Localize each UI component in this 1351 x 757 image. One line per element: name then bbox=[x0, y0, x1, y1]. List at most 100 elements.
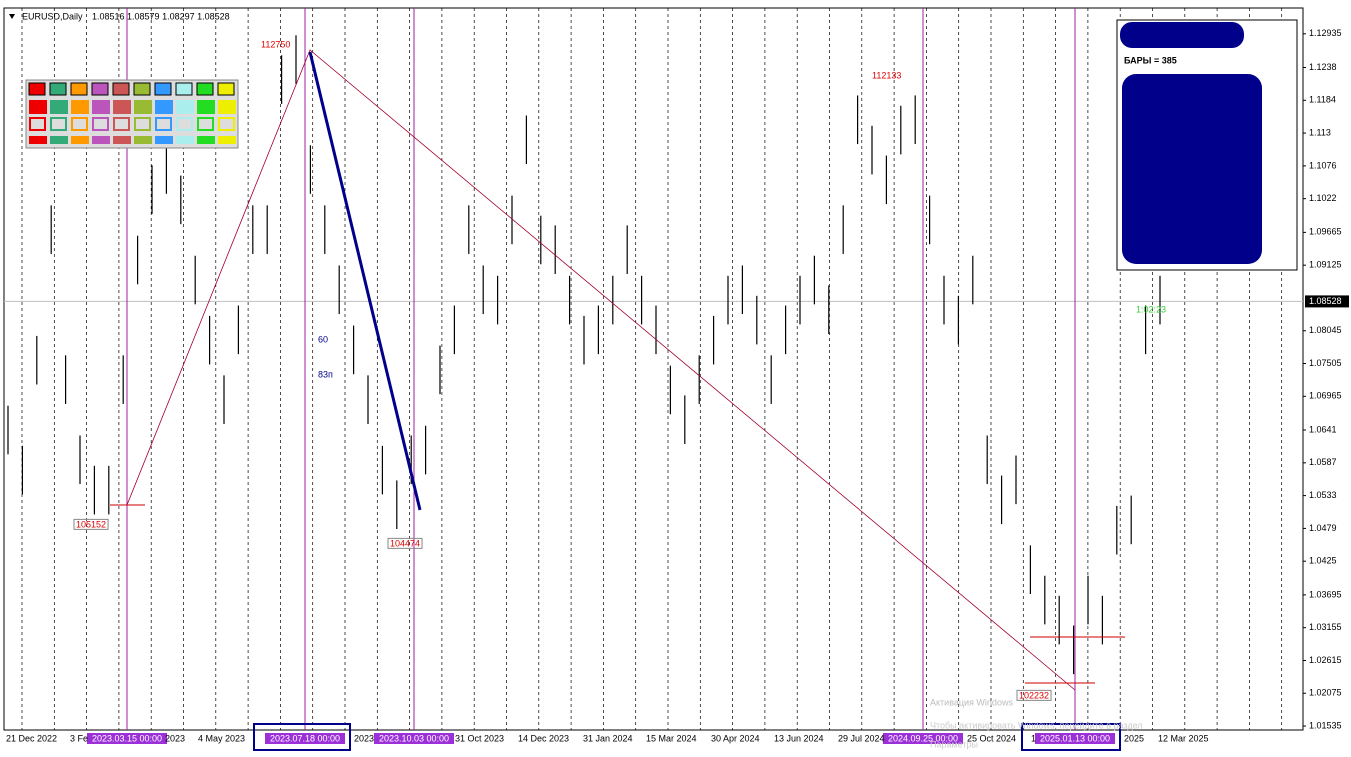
swatch bbox=[113, 117, 130, 131]
swatch bbox=[218, 136, 236, 144]
swatch bbox=[197, 100, 215, 114]
swatch bbox=[50, 117, 67, 131]
swatch bbox=[134, 136, 152, 144]
y-tick-label: 1.113 bbox=[1309, 127, 1331, 137]
redaction bbox=[1120, 22, 1244, 48]
marker-date-box bbox=[1035, 733, 1115, 744]
annotation: 83п bbox=[318, 369, 333, 379]
swatch bbox=[197, 117, 214, 131]
marker-date: 2023.10.03 00:00 bbox=[379, 733, 449, 743]
marker-date: 2023.07.18 00:00 bbox=[270, 733, 340, 743]
watermark-title: Активация Windows bbox=[930, 697, 1013, 707]
symbol: EURUSD,Daily bbox=[22, 11, 83, 21]
marker-date-box bbox=[374, 733, 454, 744]
y-tick-label: 1.12935 bbox=[1309, 28, 1342, 38]
marker-date-box bbox=[265, 733, 345, 744]
swatch bbox=[71, 117, 88, 131]
swatch bbox=[218, 100, 236, 114]
y-tick-label: 1.0479 bbox=[1309, 523, 1337, 533]
swatch bbox=[91, 82, 109, 96]
swatch bbox=[175, 82, 193, 96]
y-tick-label: 1.07505 bbox=[1309, 358, 1342, 368]
swatch bbox=[29, 136, 47, 144]
swatch bbox=[28, 82, 46, 96]
highlight-frame bbox=[253, 723, 351, 751]
watermark-line: Чтобы активировать Windows, перейдите в … bbox=[930, 720, 1143, 730]
y-tick-label: 1.0641 bbox=[1309, 424, 1337, 434]
swatch bbox=[50, 136, 68, 144]
trend-line bbox=[308, 51, 422, 511]
marker-date: 2023.03.15 00:00 bbox=[92, 733, 162, 743]
swatch bbox=[176, 117, 193, 131]
x-tick-label: 14 Dec 2023 bbox=[518, 733, 569, 743]
x-tick-label: 2023 bbox=[165, 733, 185, 743]
marker-date: 2024.09.25 00:00 bbox=[888, 733, 958, 743]
marker-date: 2025.01.13 00:00 bbox=[1040, 733, 1110, 743]
swatch bbox=[154, 82, 172, 96]
highlight-frame bbox=[1021, 723, 1121, 751]
x-tick-label: 31 Oct 2023 bbox=[455, 733, 504, 743]
swatch bbox=[218, 117, 235, 131]
swatch bbox=[71, 100, 89, 114]
y-tick-label: 1.0533 bbox=[1309, 490, 1337, 500]
annotation-box bbox=[73, 518, 109, 530]
swatch bbox=[92, 136, 110, 144]
annotation: 60 bbox=[318, 334, 328, 344]
annotation: 104474 bbox=[390, 538, 420, 548]
swatch bbox=[217, 82, 235, 96]
swatch bbox=[134, 117, 151, 131]
x-tick-label: 2023 bbox=[354, 733, 374, 743]
x-tick-label: 2025 bbox=[1124, 733, 1144, 743]
swatch bbox=[29, 117, 46, 131]
swatch bbox=[196, 82, 214, 96]
swatch bbox=[70, 82, 88, 96]
swatch bbox=[92, 100, 110, 114]
y-tick-label: 1.1238 bbox=[1309, 62, 1337, 72]
x-tick-label: 25 Oct 2024 bbox=[967, 733, 1016, 743]
annotation: 1:02:23 bbox=[1136, 304, 1166, 314]
zigzag bbox=[126, 49, 1076, 691]
y-tick-label: 1.06965 bbox=[1309, 391, 1342, 401]
swatch bbox=[92, 117, 109, 131]
annotation: 112133 bbox=[872, 70, 901, 80]
x-tick-label: 30 Apr 2024 bbox=[711, 733, 760, 743]
y-tick-label: 1.03155 bbox=[1309, 622, 1342, 632]
annotation-box bbox=[387, 537, 423, 549]
current-price-label: 1.08528 bbox=[1309, 296, 1342, 306]
color-palette bbox=[25, 79, 239, 149]
y-tick-label: 1.03695 bbox=[1309, 589, 1342, 599]
swatch bbox=[113, 136, 131, 144]
y-tick-label: 1.0425 bbox=[1309, 556, 1337, 566]
watermark-line: Параметры bbox=[930, 739, 978, 749]
y-tick-label: 1.02075 bbox=[1309, 688, 1342, 698]
x-tick-label: 3 Fe bbox=[70, 733, 88, 743]
swatch bbox=[197, 136, 215, 144]
swatch bbox=[49, 82, 67, 96]
swatch bbox=[155, 100, 173, 114]
annotation: 112750 bbox=[261, 39, 290, 49]
y-tick-label: 1.1184 bbox=[1309, 95, 1336, 105]
menu-arrow bbox=[9, 14, 15, 19]
swatch bbox=[29, 100, 47, 114]
x-tick-label: 15 Mar 2024 bbox=[646, 733, 697, 743]
y-tick-label: 1.08045 bbox=[1309, 325, 1342, 335]
swatch bbox=[155, 117, 172, 131]
swatch bbox=[176, 136, 194, 144]
y-tick-label: 1.0587 bbox=[1309, 457, 1337, 467]
y-tick-label: 1.09125 bbox=[1309, 260, 1342, 270]
marker-date-box bbox=[87, 733, 167, 744]
y-tick-label: 1.1022 bbox=[1309, 193, 1337, 203]
annotation: 102232 bbox=[1019, 690, 1049, 700]
swatch bbox=[133, 82, 151, 96]
x-tick-label: 13 Jun 2024 bbox=[774, 733, 824, 743]
y-tick-label: 1.09665 bbox=[1309, 227, 1342, 237]
current-price-box bbox=[1305, 295, 1349, 308]
x-tick-label: 12 Mar 2025 bbox=[1158, 733, 1209, 743]
y-tick-label: 1.01535 bbox=[1309, 720, 1342, 730]
swatch bbox=[176, 100, 194, 114]
swatch bbox=[113, 100, 131, 114]
x-tick-label: 21 Dec 2022 bbox=[6, 733, 57, 743]
x-tick-label: 4 May 2023 bbox=[198, 733, 245, 743]
y-tick-label: 1.1076 bbox=[1309, 160, 1337, 170]
